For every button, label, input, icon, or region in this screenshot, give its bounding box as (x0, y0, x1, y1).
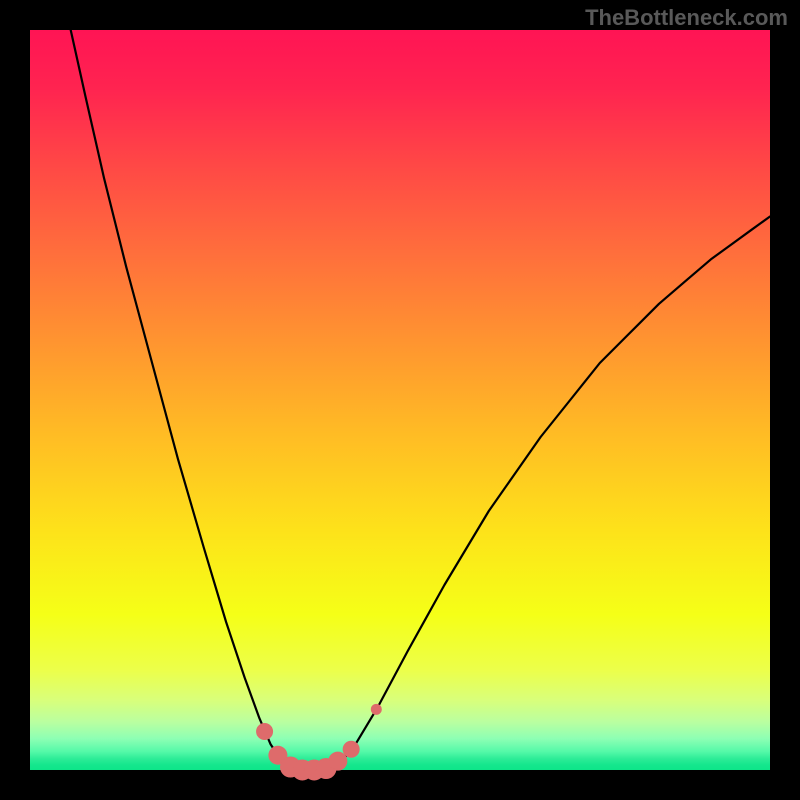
chart-stage: TheBottleneck.com (0, 0, 800, 800)
optimal-range-markers (257, 704, 382, 780)
marker-dot (329, 752, 347, 770)
bottleneck-curve (71, 30, 770, 770)
marker-dot (343, 741, 359, 757)
plot-area (30, 30, 770, 770)
marker-dot (371, 704, 381, 714)
marker-dot (257, 724, 273, 740)
watermark-text: TheBottleneck.com (585, 5, 788, 31)
curve-layer (30, 30, 770, 770)
